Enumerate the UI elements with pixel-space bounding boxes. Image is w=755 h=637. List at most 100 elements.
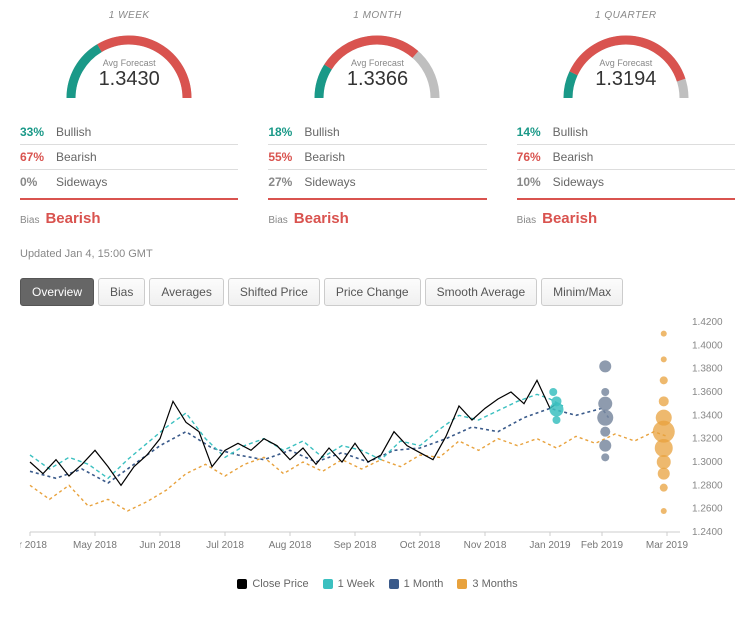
sideways-pct: 27% <box>268 175 304 189</box>
bias-row: Bias Bearish <box>20 198 238 228</box>
dashboard: 1 WEEK Avg Forecast 1.3430 33%Bullish 67… <box>0 0 755 610</box>
bias-label: Bias <box>20 215 39 226</box>
bias-row: Bias Bearish <box>517 198 735 228</box>
sideways-label: Sideways <box>56 175 107 189</box>
stat-bearish: 67%Bearish <box>20 145 238 169</box>
bullish-pct: 33% <box>20 125 56 139</box>
xtick-label: Aug 2018 <box>269 540 312 551</box>
legend-label: 1 Week <box>338 578 375 590</box>
gauge-value: 1.3194 <box>556 68 696 91</box>
bearish-label: Bearish <box>304 150 345 164</box>
bias-value: Bearish <box>45 210 100 227</box>
gauges-row: 1 WEEK Avg Forecast 1.3430 33%Bullish 67… <box>20 10 735 228</box>
stat-sideways: 27%Sideways <box>268 170 486 194</box>
stat-bullish: 14%Bullish <box>517 120 735 144</box>
ytick-label: 1.3000 <box>692 457 723 468</box>
bias-label: Bias <box>268 215 287 226</box>
xtick-label: Jan 2019 <box>529 540 571 551</box>
ytick-label: 1.2600 <box>692 504 723 515</box>
tab-bias[interactable]: Bias <box>98 278 145 306</box>
legend-swatch <box>389 579 399 589</box>
gauge-arc: Avg Forecast 1.3194 <box>556 26 696 106</box>
legend-label: 1 Month <box>404 578 444 590</box>
legend-swatch <box>323 579 333 589</box>
bullish-pct: 14% <box>517 125 553 139</box>
bias-value: Bearish <box>294 210 349 227</box>
gauge-arc: Avg Forecast 1.3366 <box>307 26 447 106</box>
legend-label: Close Price <box>252 578 308 590</box>
gauge-value: 1.3366 <box>307 68 447 91</box>
gauge-center-label: Avg Forecast <box>556 58 696 68</box>
bias-row: Bias Bearish <box>268 198 486 228</box>
xtick-label: Jul 2018 <box>206 540 244 551</box>
gauge-card-2: 1 QUARTER Avg Forecast 1.3194 14%Bullish… <box>517 10 735 228</box>
gauge-stats: 18%Bullish 55%Bearish 27%Sideways BiasBe… <box>268 120 486 228</box>
bearish-pct: 67% <box>20 150 56 164</box>
gauge-title: 1 WEEK <box>20 10 238 21</box>
xtick-label: ar 2018 <box>20 540 47 551</box>
bias-label: Bias <box>517 215 536 226</box>
bias-value: Bearish <box>542 210 597 227</box>
stat-sideways: 0%Sideways <box>20 170 238 194</box>
bullish-label: Bullish <box>553 125 588 139</box>
bullish-label: Bullish <box>304 125 339 139</box>
gauge-title: 1 MONTH <box>268 10 486 21</box>
gauge-arc: Avg Forecast 1.3430 <box>59 26 199 106</box>
gauge-card-0: 1 WEEK Avg Forecast 1.3430 33%Bullish 67… <box>20 10 238 228</box>
legend-item: 3 Months <box>457 578 517 590</box>
forecast-chart-svg: 1.2400 1.2600 1.2800 1.3000 1.3200 1.3400 1.36… <box>20 314 735 554</box>
bearish-label: Bearish <box>553 150 594 164</box>
ytick-label: 1.3200 <box>692 434 723 445</box>
gauge-center-label: Avg Forecast <box>307 58 447 68</box>
stat-bullish: 33%Bullish <box>20 120 238 144</box>
stat-bullish: 18%Bullish <box>268 120 486 144</box>
xtick-label: Feb 2019 <box>581 540 624 551</box>
gauge-stats: 33%Bullish 67%Bearish 0%Sideways BiasBea… <box>20 120 238 228</box>
legend-item: 1 Month <box>389 578 444 590</box>
gauge-value: 1.3430 <box>59 68 199 91</box>
gauge-stats: 14%Bullish 76%Bearish 10%Sideways BiasBe… <box>517 120 735 228</box>
tab-shifted-price[interactable]: Shifted Price <box>228 278 320 306</box>
legend-label: 3 Months <box>472 578 517 590</box>
xtick-label: Nov 2018 <box>464 540 507 551</box>
tab-price-change[interactable]: Price Change <box>324 278 421 306</box>
tab-averages[interactable]: Averages <box>149 278 223 306</box>
forecast-chart: 1.2400 1.2600 1.2800 1.3000 1.3200 1.3400 1.36… <box>20 314 735 574</box>
ytick-label: 1.2800 <box>692 480 723 491</box>
legend-item: 1 Week <box>323 578 375 590</box>
ytick-label: 1.4000 <box>692 340 723 351</box>
gauge-card-1: 1 MONTH Avg Forecast 1.3366 18%Bullish 5… <box>268 10 486 228</box>
tab-overview[interactable]: Overview <box>20 278 94 306</box>
ytick-label: 1.3800 <box>692 364 723 375</box>
bullish-label: Bullish <box>56 125 91 139</box>
sideways-label: Sideways <box>553 175 604 189</box>
gauge-center-label: Avg Forecast <box>59 58 199 68</box>
bearish-pct: 76% <box>517 150 553 164</box>
chart-tabs: OverviewBiasAveragesShifted PricePrice C… <box>20 278 735 306</box>
ytick-label: 1.2400 <box>692 527 723 538</box>
bullish-pct: 18% <box>268 125 304 139</box>
ytick-label: 1.4200 <box>692 317 723 328</box>
legend-item: Close Price <box>237 578 308 590</box>
bearish-label: Bearish <box>56 150 97 164</box>
stat-bearish: 55%Bearish <box>268 145 486 169</box>
gauge-title: 1 QUARTER <box>517 10 735 21</box>
xtick-label: May 2018 <box>73 540 117 551</box>
xtick-label: Sep 2018 <box>334 540 377 551</box>
xtick-label: Mar 2019 <box>646 540 689 551</box>
xtick-label: Jun 2018 <box>139 540 181 551</box>
ytick-label: 1.3600 <box>692 387 723 398</box>
bearish-pct: 55% <box>268 150 304 164</box>
legend-swatch <box>237 579 247 589</box>
sideways-label: Sideways <box>304 175 355 189</box>
tab-smooth-average[interactable]: Smooth Average <box>425 278 538 306</box>
tab-minim-max[interactable]: Minim/Max <box>541 278 623 306</box>
updated-timestamp: Updated Jan 4, 15:00 GMT <box>20 248 735 260</box>
sideways-pct: 10% <box>517 175 553 189</box>
stat-bearish: 76%Bearish <box>517 145 735 169</box>
ytick-label: 1.3400 <box>692 410 723 421</box>
legend-swatch <box>457 579 467 589</box>
chart-legend: Close Price 1 Week 1 Month 3 Months <box>20 578 735 590</box>
stat-sideways: 10%Sideways <box>517 170 735 194</box>
sideways-pct: 0% <box>20 175 56 189</box>
